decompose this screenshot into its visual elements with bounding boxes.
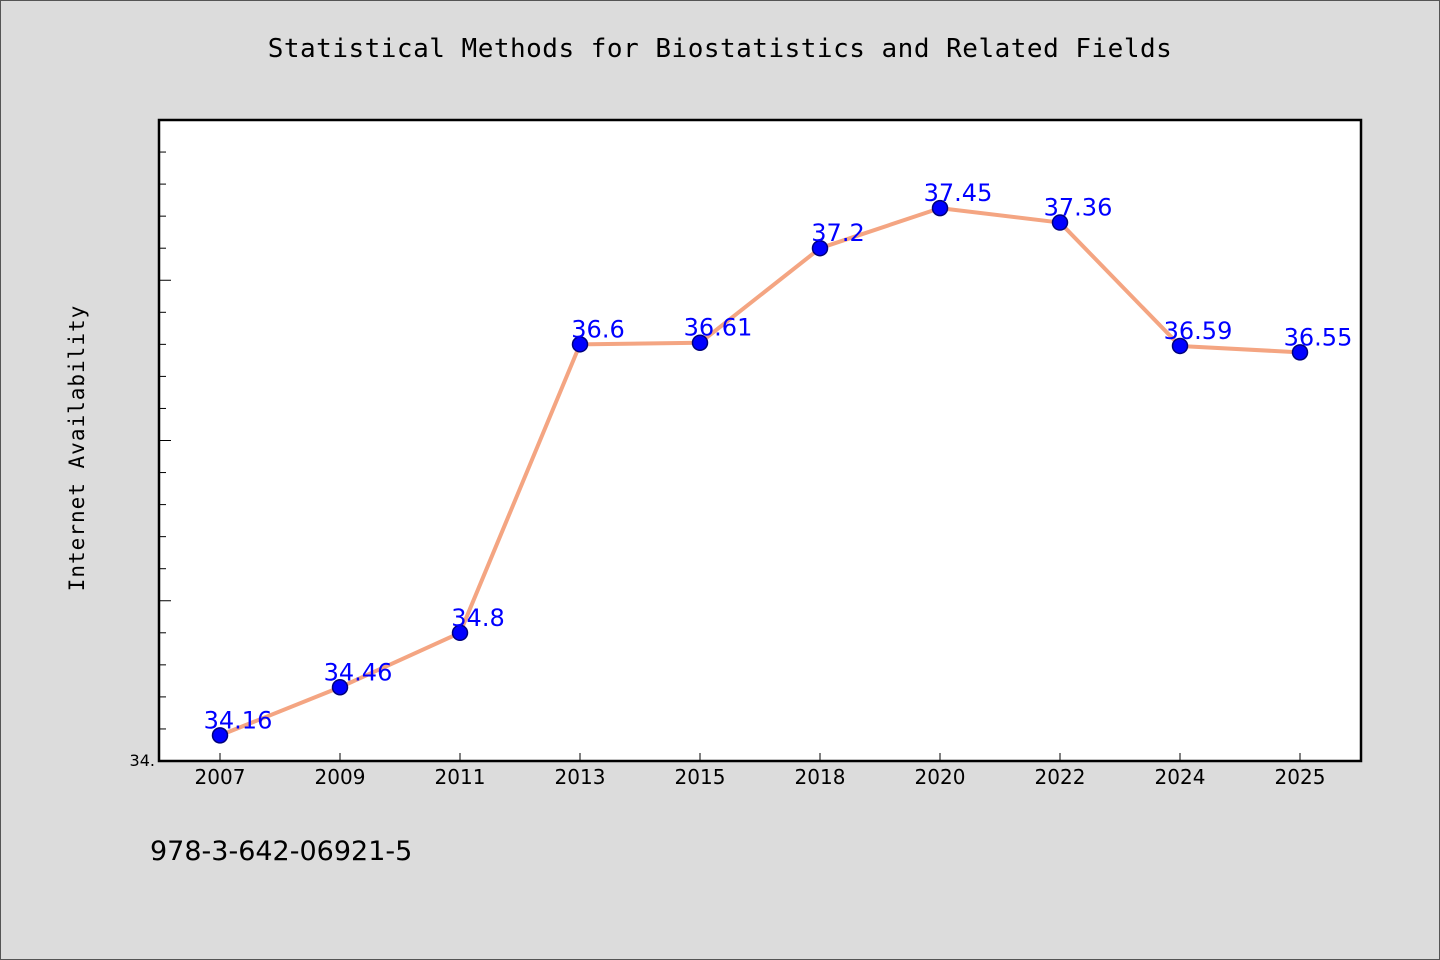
isbn-code: 978-3-642-06921-5 xyxy=(150,836,413,867)
data-label: 34.46 xyxy=(324,658,393,686)
series-line xyxy=(218,206,1302,738)
y-tick-label: 34. xyxy=(130,751,155,770)
data-label: 37.36 xyxy=(1044,194,1113,222)
series-group: 34.16 34.46 34.8 36.6 36.61 37.2 37.45 37.36 36.… xyxy=(204,179,1353,744)
data-point xyxy=(811,239,829,257)
data-point xyxy=(451,624,469,642)
data-label: 36.6 xyxy=(571,315,624,343)
x-tick-label: 2015 xyxy=(675,765,726,789)
data-point xyxy=(331,679,349,696)
data-label: 36.61 xyxy=(684,314,753,342)
data-label: 37.2 xyxy=(811,219,864,247)
data-label: 36.55 xyxy=(1284,323,1353,351)
chart-title: Statistical Methods for Biostatistics an… xyxy=(267,34,1173,64)
data-point xyxy=(1051,214,1069,231)
data-label: 36.59 xyxy=(1164,317,1233,345)
data-point xyxy=(691,334,709,351)
data-point xyxy=(211,727,229,744)
x-tick-label: 2025 xyxy=(1275,765,1326,789)
plot-area xyxy=(157,118,1363,763)
x-tick-label: 2022 xyxy=(1035,765,1086,789)
x-tick-label: 2020 xyxy=(915,765,966,789)
data-point xyxy=(931,199,949,217)
data-point xyxy=(571,336,589,353)
x-tick-label: 2024 xyxy=(1155,765,1206,789)
data-label: 37.45 xyxy=(924,179,993,207)
x-tick-label: 2009 xyxy=(315,765,366,789)
x-axis-ticks: 2007 2009 2011 2013 2015 2018 2020 2022 2024 2025 xyxy=(195,753,1326,789)
data-point xyxy=(1291,344,1309,361)
y-axis-ticks: 34. xyxy=(130,119,171,770)
data-point xyxy=(1171,337,1189,355)
data-label: 34.8 xyxy=(451,604,504,632)
x-tick-label: 2013 xyxy=(555,765,606,789)
x-tick-label: 2018 xyxy=(795,765,846,789)
x-tick-label: 2011 xyxy=(435,765,486,789)
data-label: 34.16 xyxy=(204,706,273,734)
x-tick-label: 2007 xyxy=(195,765,246,789)
